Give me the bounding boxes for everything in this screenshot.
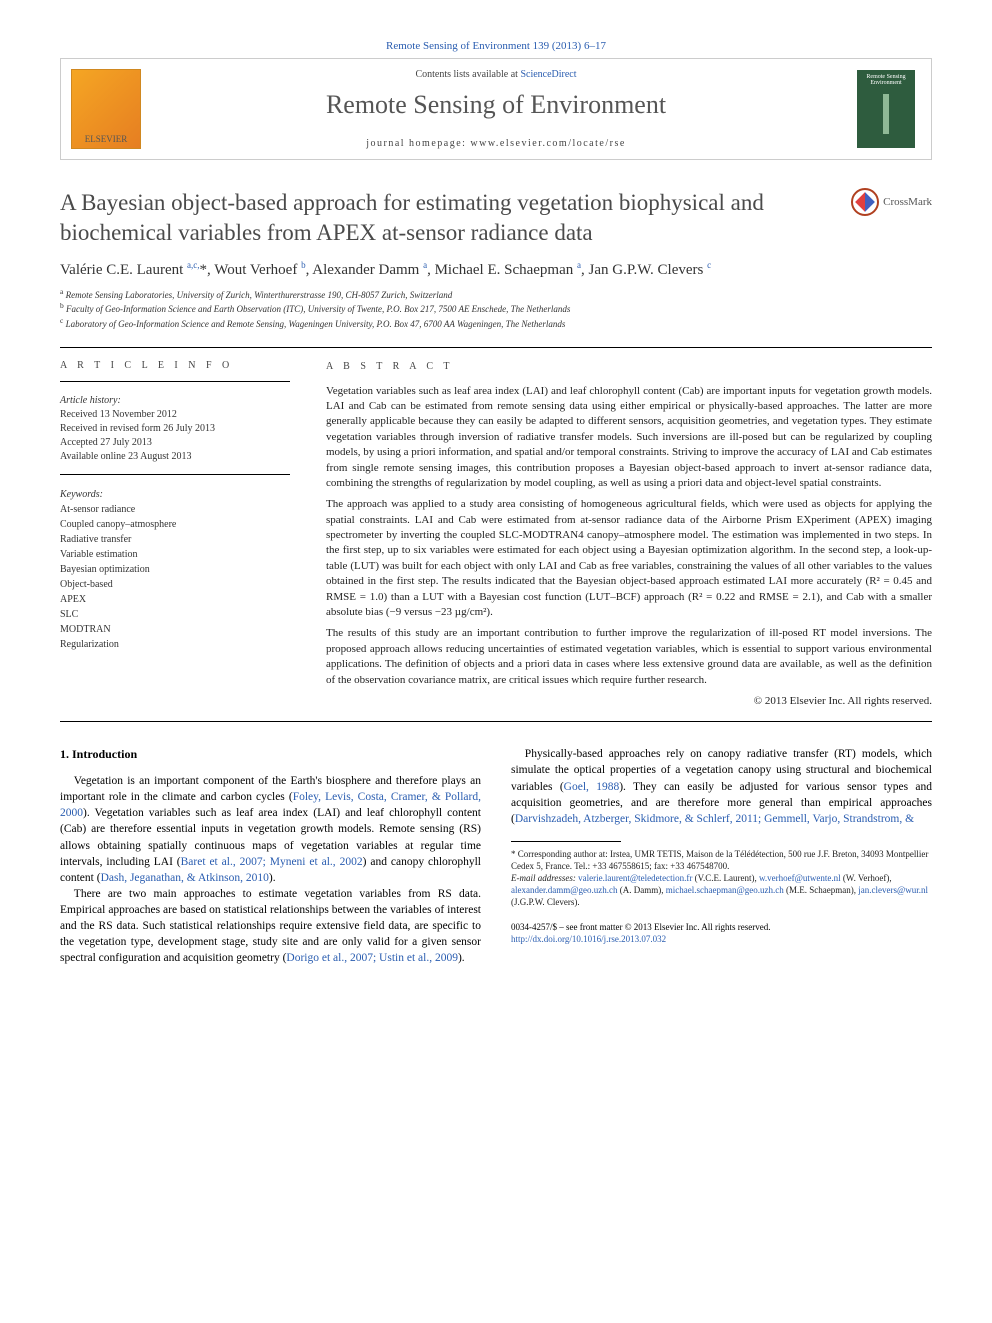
email-who: (M.E. Schaepman), <box>784 885 858 895</box>
history-label: Article history: <box>60 394 290 408</box>
keyword: Radiative transfer <box>60 532 290 547</box>
history-line: Received 13 November 2012 <box>60 408 290 422</box>
header-center: Contents lists available at ScienceDirec… <box>151 59 841 159</box>
article-title: A Bayesian object-based approach for est… <box>60 188 831 248</box>
article-info-header: a r t i c l e i n f o <box>60 360 290 371</box>
affiliations: a Remote Sensing Laboratories, Universit… <box>60 287 932 331</box>
journal-header: ELSEVIER Contents lists available at Sci… <box>60 58 932 160</box>
elsevier-logo-wrap: ELSEVIER <box>61 59 151 159</box>
email-who: (W. Verhoef), <box>841 873 892 883</box>
keyword: Object-based <box>60 577 290 592</box>
abstract-para: The approach was applied to a study area… <box>326 497 932 620</box>
email-who: (V.C.E. Laurent), <box>692 873 759 883</box>
citation-link[interactable]: Baret et al., 2007; Myneni et al., <box>181 856 336 868</box>
issn-line: 0034-4257/$ – see front matter © 2013 El… <box>511 921 932 933</box>
email-link[interactable]: valerie.laurent@teledetection.fr <box>578 873 692 883</box>
contents-prefix: Contents lists available at <box>415 69 520 80</box>
citation-link[interactable]: Darvishzadeh, Atzberger, Skidmore, & Sch… <box>515 813 914 825</box>
article-history: Article history: Received 13 November 20… <box>60 394 290 464</box>
citation-link[interactable]: Dorigo et al., 2007; Ustin et al., 2009 <box>286 952 458 964</box>
email-link[interactable]: w.verhoef@utwente.nl <box>759 873 841 883</box>
authors-line: Valérie C.E. Laurent a,c,*, Wout Verhoef… <box>60 260 932 279</box>
keyword: At-sensor radiance <box>60 502 290 517</box>
body-para-1: Vegetation is an important component of … <box>60 773 481 886</box>
abstract-para: Vegetation variables such as leaf area i… <box>326 384 932 492</box>
abstract-copyright: © 2013 Elsevier Inc. All rights reserved… <box>326 694 932 709</box>
cover-label: Remote Sensing Environment <box>860 74 912 86</box>
body-para-3: Physically-based approaches rely on cano… <box>511 746 932 826</box>
section-1-heading: 1. Introduction <box>60 746 481 763</box>
body-text: 1. Introduction Vegetation is an importa… <box>60 746 932 966</box>
divider <box>60 381 290 382</box>
journal-cover: Remote Sensing Environment <box>857 70 915 148</box>
doi-block: 0034-4257/$ – see front matter © 2013 El… <box>511 921 932 945</box>
sciencedirect-link[interactable]: ScienceDirect <box>520 69 576 80</box>
affiliation: c Laboratory of Geo-Information Science … <box>60 316 932 331</box>
history-line: Received in revised form 26 July 2013 <box>60 422 290 436</box>
keyword: SLC <box>60 607 290 622</box>
affiliation: a Remote Sensing Laboratories, Universit… <box>60 287 932 302</box>
cover-stripe-icon <box>883 94 889 134</box>
history-line: Accepted 27 July 2013 <box>60 436 290 450</box>
affiliation: b Faculty of Geo-Information Science and… <box>60 301 932 316</box>
journal-cover-wrap: Remote Sensing Environment <box>841 59 931 159</box>
keyword: Bayesian optimization <box>60 562 290 577</box>
citation-link[interactable]: Dash, Jeganathan, & Atkinson, 2010 <box>101 872 269 884</box>
footnotes: * Corresponding author at: Irstea, UMR T… <box>511 848 932 909</box>
divider-thick <box>60 721 932 722</box>
contents-line: Contents lists available at ScienceDirec… <box>151 69 841 80</box>
keyword: Variable estimation <box>60 547 290 562</box>
elsevier-logo: ELSEVIER <box>71 69 141 149</box>
keywords-label: Keywords: <box>60 487 290 502</box>
keyword: Regularization <box>60 637 290 652</box>
journal-name: Remote Sensing of Environment <box>151 90 841 120</box>
keywords-block: Keywords: At-sensor radianceCoupled cano… <box>60 487 290 652</box>
abstract-header: a b s t r a c t <box>326 360 932 374</box>
emails-label: E-mail addresses: <box>511 873 578 883</box>
footnote-divider <box>511 841 621 842</box>
corresponding-author: * Corresponding author at: Irstea, UMR T… <box>511 848 932 872</box>
email-link[interactable]: michael.schaepman@geo.uzh.ch <box>666 885 784 895</box>
citation-link[interactable]: Goel, 1988 <box>564 781 620 793</box>
citation-link[interactable]: 2002 <box>340 856 363 868</box>
doi-link[interactable]: http://dx.doi.org/10.1016/j.rse.2013.07.… <box>511 934 666 944</box>
divider <box>60 347 932 348</box>
abstract-para: The results of this study are an importa… <box>326 626 932 688</box>
email-who: (A. Damm), <box>618 885 666 895</box>
crossmark-badge[interactable]: CrossMark <box>851 188 932 216</box>
divider <box>60 474 290 475</box>
email-addresses: E-mail addresses: valerie.laurent@telede… <box>511 872 932 908</box>
abstract: a b s t r a c t Vegetation variables suc… <box>326 360 932 710</box>
journal-homepage: journal homepage: www.elsevier.com/locat… <box>151 138 841 149</box>
email-who: (J.G.P.W. Clevers). <box>511 897 580 907</box>
email-link[interactable]: alexander.damm@geo.uzh.ch <box>511 885 618 895</box>
email-link[interactable]: jan.clevers@wur.nl <box>858 885 928 895</box>
keyword: Coupled canopy–atmosphere <box>60 517 290 532</box>
body-para-2: There are two main approaches to estimat… <box>60 886 481 966</box>
top-citation[interactable]: Remote Sensing of Environment 139 (2013)… <box>60 40 932 52</box>
history-line: Available online 23 August 2013 <box>60 450 290 464</box>
keyword: MODTRAN <box>60 622 290 637</box>
keyword: APEX <box>60 592 290 607</box>
crossmark-label: CrossMark <box>883 196 932 208</box>
crossmark-icon <box>851 188 879 216</box>
article-info: a r t i c l e i n f o Article history: R… <box>60 360 290 710</box>
